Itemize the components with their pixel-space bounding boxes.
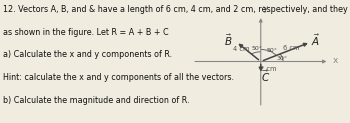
Text: 6 cm: 6 cm <box>284 45 300 51</box>
Text: 2 cm: 2 cm <box>260 66 276 72</box>
Text: a) Calculate the x and y components of R.: a) Calculate the x and y components of R… <box>3 50 172 59</box>
Text: as shown in the figure. Let R = A + B + C: as shown in the figure. Let R = A + B + … <box>3 28 168 37</box>
Text: 50°: 50° <box>267 48 278 53</box>
Text: $\vec{B}$: $\vec{B}$ <box>224 33 233 48</box>
Text: $\vec{C}$: $\vec{C}$ <box>261 68 271 84</box>
Text: x: x <box>333 56 338 65</box>
Text: y: y <box>263 4 268 13</box>
Text: b) Calculate the magnitude and direction of R.: b) Calculate the magnitude and direction… <box>3 96 189 105</box>
Text: $\vec{A}$: $\vec{A}$ <box>312 32 320 48</box>
Text: 50°: 50° <box>252 46 263 51</box>
Text: 4 cm: 4 cm <box>233 46 249 52</box>
Text: Hint: calculate the x and y components of all the vectors.: Hint: calculate the x and y components o… <box>3 73 234 82</box>
Text: 30°: 30° <box>276 56 287 61</box>
Text: 12. Vectors A, B, and & have a length of 6 cm, 4 cm, and 2 cm, respectively, and: 12. Vectors A, B, and & have a length of… <box>3 5 350 14</box>
